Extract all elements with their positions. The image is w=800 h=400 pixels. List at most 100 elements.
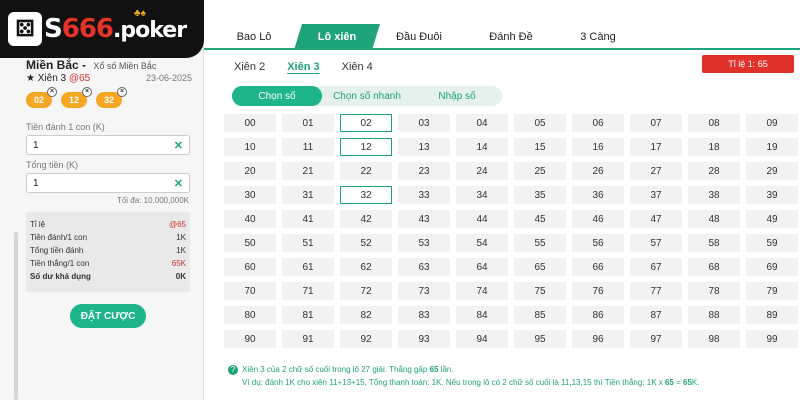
number-cell[interactable]: 80: [224, 306, 276, 324]
number-cell[interactable]: 03: [398, 114, 450, 132]
number-cell[interactable]: 06: [572, 114, 624, 132]
number-cell[interactable]: 07: [630, 114, 682, 132]
number-cell[interactable]: 29: [746, 162, 798, 180]
number-cell[interactable]: 08: [688, 114, 740, 132]
number-cell[interactable]: 50: [224, 234, 276, 252]
number-cell[interactable]: 90: [224, 330, 276, 348]
number-cell[interactable]: 05: [514, 114, 566, 132]
number-cell[interactable]: 54: [456, 234, 508, 252]
number-cell[interactable]: 32: [340, 186, 392, 204]
subtab-1[interactable]: Xiên 3: [287, 61, 320, 73]
number-cell[interactable]: 02: [340, 114, 392, 132]
number-cell[interactable]: 00: [224, 114, 276, 132]
number-cell[interactable]: 89: [746, 306, 798, 324]
remove-chip-icon[interactable]: ×: [82, 87, 92, 97]
number-cell[interactable]: 40: [224, 210, 276, 228]
number-cell[interactable]: 28: [688, 162, 740, 180]
number-cell[interactable]: 37: [630, 186, 682, 204]
subtab-0[interactable]: Xiên 2: [234, 61, 266, 73]
number-cell[interactable]: 60: [224, 258, 276, 276]
tab-1[interactable]: Lô xiên: [294, 24, 380, 50]
subtab-2[interactable]: Xiên 4: [341, 61, 373, 73]
number-cell[interactable]: 77: [630, 282, 682, 300]
number-cell[interactable]: 33: [398, 186, 450, 204]
number-cell[interactable]: 96: [572, 330, 624, 348]
number-cell[interactable]: 44: [456, 210, 508, 228]
number-cell[interactable]: 87: [630, 306, 682, 324]
number-cell[interactable]: 45: [514, 210, 566, 228]
number-cell[interactable]: 22: [340, 162, 392, 180]
number-cell[interactable]: 72: [340, 282, 392, 300]
number-cell[interactable]: 84: [456, 306, 508, 324]
mode-2[interactable]: Nhập số: [438, 90, 476, 102]
number-cell[interactable]: 61: [282, 258, 334, 276]
number-cell[interactable]: 95: [514, 330, 566, 348]
number-cell[interactable]: 94: [456, 330, 508, 348]
site-logo[interactable]: ⚄ S666.poker ♣♠: [0, 0, 204, 58]
number-cell[interactable]: 31: [282, 186, 334, 204]
number-cell[interactable]: 66: [572, 258, 624, 276]
number-cell[interactable]: 53: [398, 234, 450, 252]
number-cell[interactable]: 85: [514, 306, 566, 324]
number-cell[interactable]: 49: [746, 210, 798, 228]
number-cell[interactable]: 39: [746, 186, 798, 204]
number-cell[interactable]: 73: [398, 282, 450, 300]
number-cell[interactable]: 10: [224, 138, 276, 156]
number-cell[interactable]: 62: [340, 258, 392, 276]
number-cell[interactable]: 41: [282, 210, 334, 228]
number-cell[interactable]: 51: [282, 234, 334, 252]
number-cell[interactable]: 36: [572, 186, 624, 204]
number-cell[interactable]: 67: [630, 258, 682, 276]
number-cell[interactable]: 47: [630, 210, 682, 228]
tab-2[interactable]: Đầu Đuôi: [396, 31, 442, 43]
number-cell[interactable]: 78: [688, 282, 740, 300]
place-bet-button[interactable]: ĐẶT CƯỢC: [70, 304, 146, 328]
number-cell[interactable]: 75: [514, 282, 566, 300]
number-cell[interactable]: 68: [688, 258, 740, 276]
number-cell[interactable]: 42: [340, 210, 392, 228]
number-cell[interactable]: 86: [572, 306, 624, 324]
number-cell[interactable]: 25: [514, 162, 566, 180]
number-cell[interactable]: 30: [224, 186, 276, 204]
number-cell[interactable]: 70: [224, 282, 276, 300]
number-cell[interactable]: 81: [282, 306, 334, 324]
number-cell[interactable]: 83: [398, 306, 450, 324]
number-cell[interactable]: 26: [572, 162, 624, 180]
mode-0[interactable]: Chọn số: [232, 86, 322, 106]
number-cell[interactable]: 13: [398, 138, 450, 156]
number-cell[interactable]: 57: [630, 234, 682, 252]
number-cell[interactable]: 55: [514, 234, 566, 252]
number-cell[interactable]: 04: [456, 114, 508, 132]
number-cell[interactable]: 76: [572, 282, 624, 300]
number-cell[interactable]: 18: [688, 138, 740, 156]
number-cell[interactable]: 99: [746, 330, 798, 348]
number-cell[interactable]: 74: [456, 282, 508, 300]
number-cell[interactable]: 35: [514, 186, 566, 204]
scrollbar[interactable]: [14, 232, 18, 400]
number-cell[interactable]: 56: [572, 234, 624, 252]
number-cell[interactable]: 19: [746, 138, 798, 156]
tab-3[interactable]: Đánh Đề: [489, 31, 533, 43]
number-cell[interactable]: 24: [456, 162, 508, 180]
number-cell[interactable]: 82: [340, 306, 392, 324]
number-cell[interactable]: 63: [398, 258, 450, 276]
stake-input[interactable]: 1 ✕: [26, 135, 190, 155]
number-cell[interactable]: 15: [514, 138, 566, 156]
number-cell[interactable]: 91: [282, 330, 334, 348]
number-cell[interactable]: 98: [688, 330, 740, 348]
number-cell[interactable]: 16: [572, 138, 624, 156]
number-cell[interactable]: 43: [398, 210, 450, 228]
number-cell[interactable]: 52: [340, 234, 392, 252]
tab-0[interactable]: Bao Lô: [236, 31, 272, 43]
number-cell[interactable]: 88: [688, 306, 740, 324]
number-cell[interactable]: 34: [456, 186, 508, 204]
number-cell[interactable]: 58: [688, 234, 740, 252]
tab-4[interactable]: 3 Càng: [580, 31, 616, 43]
number-cell[interactable]: 79: [746, 282, 798, 300]
number-cell[interactable]: 14: [456, 138, 508, 156]
number-cell[interactable]: 20: [224, 162, 276, 180]
number-cell[interactable]: 65: [514, 258, 566, 276]
number-cell[interactable]: 01: [282, 114, 334, 132]
number-cell[interactable]: 64: [456, 258, 508, 276]
number-cell[interactable]: 48: [688, 210, 740, 228]
